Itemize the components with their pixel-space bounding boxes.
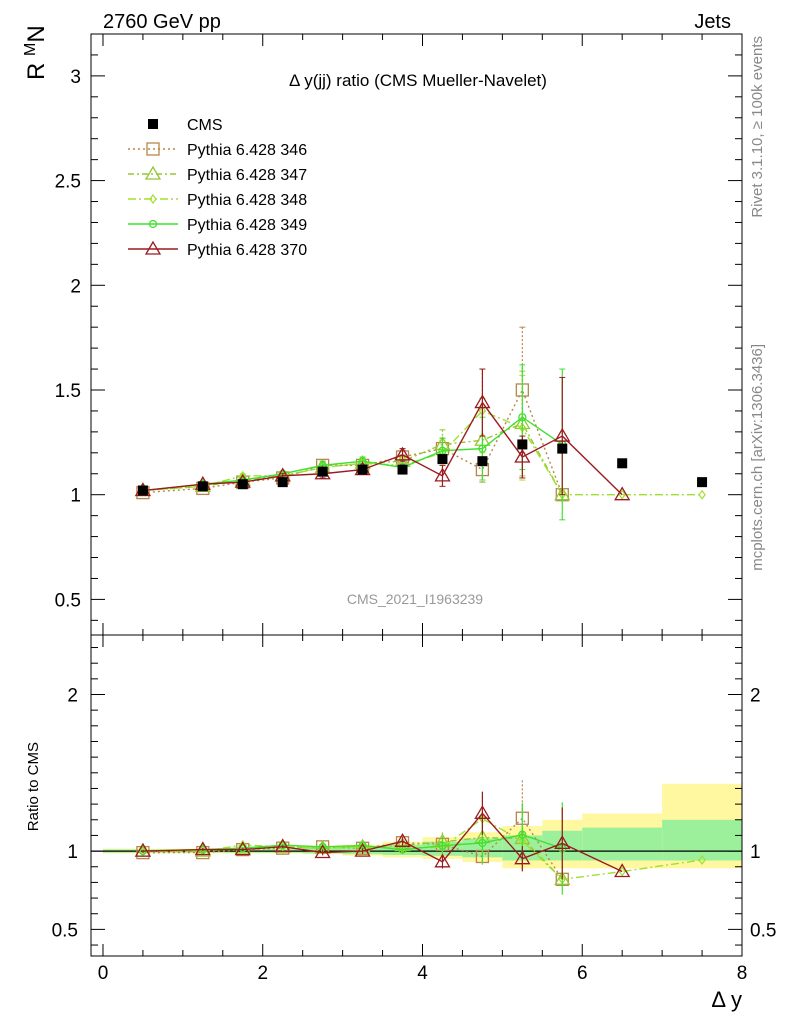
legend-cms-marker [148,119,158,129]
marker-triangle [614,863,631,878]
y-tick-label-main: 2.5 [55,172,81,193]
marker-triangle [234,841,251,856]
header-left: 2760 GeV pp [103,11,221,33]
marker-circle [518,413,527,422]
x-tick-label: 4 [417,963,428,984]
cms-point [437,454,448,465]
marker-triangle [514,850,531,865]
cms-point [277,477,288,488]
y-tick-label-main: 0.5 [55,590,81,611]
marker-triangle [274,838,291,853]
legend-label: Pythia 6.428 348 [187,192,307,209]
cms-point [237,479,248,490]
series-group [138,364,567,895]
marker-triangle [614,486,631,501]
series-layer [134,326,706,895]
cms-data-layer [137,439,708,496]
x-tick-label: 2 [257,963,268,984]
band-inner-bin [582,827,663,861]
marker-triangle [474,805,491,819]
series-line-ratio [142,817,563,880]
axes-ticks: 0 2 4 6 8 0.5 1 1.5 2 2.5 3 0.5 0.5 1 1 2 2 [52,33,776,984]
y-tick-label-ratio-right: 0.5 [750,920,776,941]
plot-title: Δ y(jj) ratio (CMS Mueller-Navelet) [289,71,547,90]
cms-point [557,443,568,454]
marker-triangle [394,446,411,461]
y-tick-label-ratio-right: 1 [750,842,761,863]
series-line-main [142,416,563,492]
cms-point [397,464,408,475]
marker-circle [478,444,487,453]
marker-triangle [554,835,571,850]
marker-triangle [554,427,571,442]
y-label-sup: M [22,43,39,56]
series-line-main [142,388,563,495]
cms-point [697,477,708,488]
series-group [134,368,631,880]
marker-triangle [134,842,152,857]
y-tick-label-ratio-right: 2 [750,686,761,707]
legend-label: Pythia 6.428 347 [187,167,307,184]
marker-square [146,142,160,156]
watermark: CMS_2021_I1963239 [347,591,483,607]
legend-cms-label: CMS [187,117,223,134]
series-line-ratio [142,812,623,873]
marker-diamond [149,194,157,204]
cms-point [317,466,328,477]
marker-triangle [144,240,162,255]
marker-triangle [434,853,451,868]
band-inner-bin [662,819,742,861]
y-axis-label-ratio: Ratio to CMS [25,742,42,831]
y-tick-label-main: 3 [70,67,81,88]
x-tick-label: 6 [577,963,588,984]
marker-triangle [354,842,371,857]
marker-circle [478,838,487,848]
legend-label: Pythia 6.428 346 [187,142,307,159]
y-tick-label-main: 1 [70,486,81,507]
y-tick-label-main: 1.5 [55,381,81,402]
cms-point [517,439,528,450]
cms-point [197,481,208,492]
marker-circle [438,841,447,850]
cms-point [477,456,488,467]
cms-point [357,464,368,475]
y-tick-label-ratio: 1 [67,842,78,863]
y-tick-label-main: 2 [70,276,81,297]
marker-triangle [514,448,531,463]
cms-point [137,485,148,496]
marker-triangle [144,165,162,180]
x-tick-label: 0 [98,963,109,984]
y-axis-label-main-text: R [23,63,50,80]
mcplots-label: mcplots.cern.ch [arXiv:1306.3436] [749,344,766,571]
legend: CMS Pythia 6.428 346 Pythia 6.428 347 Pythi… [128,117,307,259]
marker-circle [148,219,158,229]
y-tick-label-ratio: 0.5 [52,920,78,941]
marker-triangle [194,841,211,856]
cms-point [617,458,628,469]
marker-triangle [394,833,411,847]
rivet-label: Rivet 3.1.10, ≥ 100k events [749,36,766,218]
series-group [134,370,571,885]
y-axis-label-main: R MN [22,25,50,80]
y-tick-label-ratio: 2 [67,686,78,707]
marker-triangle [474,394,491,409]
header-right: Jets [694,11,731,33]
x-axis-label: Δ y [711,987,742,1012]
marker-diamond [698,854,706,865]
marker-triangle [434,467,451,482]
x-tick-label: 8 [737,963,748,984]
cms-uncertainty-band [91,783,742,869]
series-line-main [142,401,623,496]
legend-label: Pythia 6.428 370 [187,242,307,259]
y-label-base: N [23,25,50,42]
marker-diamond [698,489,706,500]
marker-triangle [314,844,331,859]
marker-circle [518,830,527,839]
ratio-panel-frame [90,634,743,957]
legend-label: Pythia 6.428 349 [187,217,307,234]
